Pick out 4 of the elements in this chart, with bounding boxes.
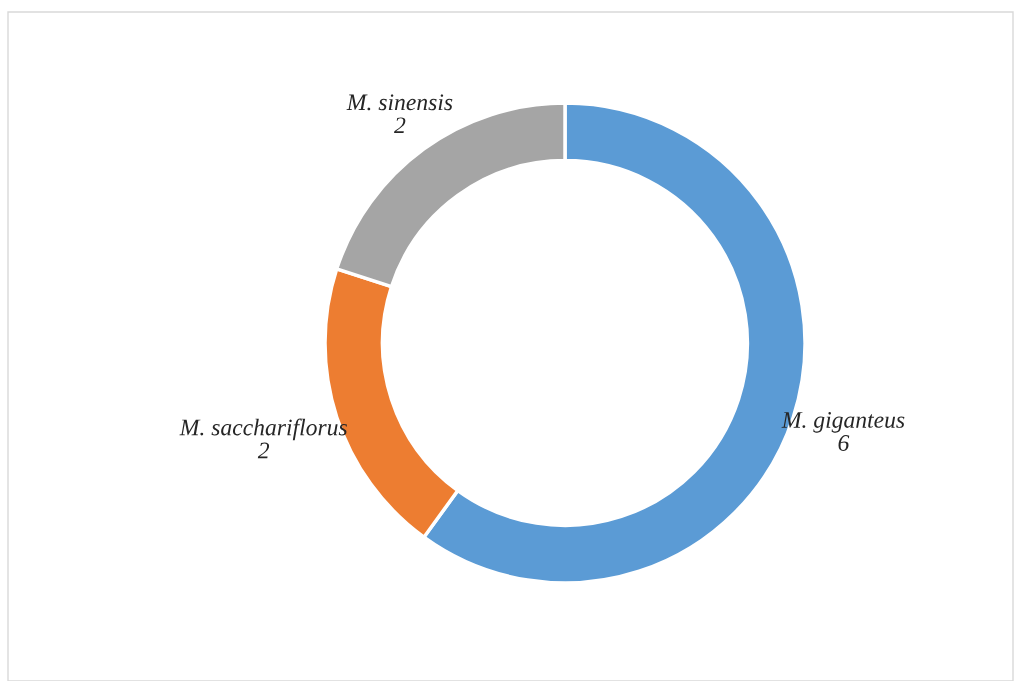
- slice-label: M. sinensis: [346, 94, 453, 111]
- data-label: 2: [394, 117, 406, 134]
- data-label: 6: [838, 435, 850, 451]
- data-label: 2: [257, 442, 270, 459]
